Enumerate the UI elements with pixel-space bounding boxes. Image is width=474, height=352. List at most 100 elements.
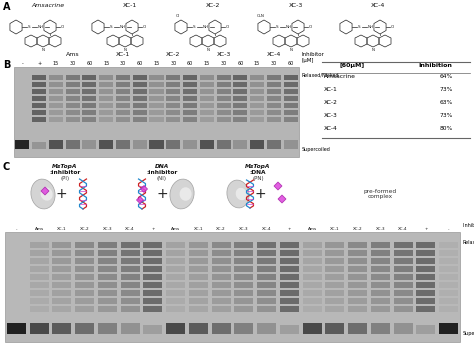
- Bar: [82, 89, 97, 94]
- Bar: [120, 242, 140, 248]
- Bar: [82, 140, 97, 149]
- Bar: [183, 96, 197, 101]
- Bar: [283, 140, 298, 149]
- Text: 30: 30: [271, 61, 277, 66]
- Bar: [166, 96, 180, 101]
- Bar: [325, 242, 345, 248]
- Bar: [29, 306, 49, 312]
- Bar: [143, 242, 163, 248]
- Bar: [371, 323, 390, 334]
- Text: XC-4: XC-4: [267, 52, 281, 57]
- Bar: [257, 258, 276, 264]
- Bar: [149, 82, 164, 87]
- Bar: [371, 266, 390, 272]
- Bar: [75, 242, 94, 248]
- Text: C: C: [3, 162, 10, 172]
- Bar: [250, 117, 264, 122]
- Bar: [233, 96, 247, 101]
- Bar: [302, 290, 322, 296]
- Text: XC-3: XC-3: [375, 227, 385, 231]
- Text: O: O: [226, 25, 229, 29]
- Bar: [29, 242, 49, 248]
- Bar: [234, 274, 254, 280]
- Bar: [143, 282, 163, 288]
- Bar: [250, 96, 264, 101]
- Bar: [52, 242, 72, 248]
- Bar: [280, 306, 299, 312]
- Bar: [166, 140, 180, 149]
- Bar: [325, 250, 345, 256]
- Text: O: O: [309, 25, 312, 29]
- Bar: [302, 306, 322, 312]
- Bar: [5, 232, 460, 342]
- Text: 73%: 73%: [439, 87, 453, 92]
- Bar: [348, 290, 367, 296]
- Text: 30: 30: [120, 61, 126, 66]
- Text: S: S: [28, 25, 31, 29]
- Bar: [267, 110, 281, 115]
- Text: N: N: [372, 48, 374, 52]
- Bar: [98, 258, 117, 264]
- Bar: [75, 282, 94, 288]
- Text: (PI): (PI): [61, 176, 70, 181]
- Text: XC-2: XC-2: [80, 227, 90, 231]
- Ellipse shape: [170, 179, 194, 209]
- Bar: [302, 250, 322, 256]
- Bar: [116, 89, 130, 94]
- Bar: [116, 82, 130, 87]
- Bar: [234, 306, 254, 312]
- Bar: [32, 89, 46, 94]
- Bar: [234, 250, 254, 256]
- Bar: [416, 290, 436, 296]
- Text: XC-3: XC-3: [239, 227, 249, 231]
- Bar: [32, 75, 46, 80]
- Bar: [32, 110, 46, 115]
- Bar: [200, 103, 214, 108]
- Bar: [166, 290, 185, 296]
- Bar: [257, 266, 276, 272]
- Text: :DNA: :DNA: [250, 170, 266, 175]
- Bar: [149, 140, 164, 149]
- Text: [μM]: [μM]: [302, 58, 315, 63]
- Text: XC-3: XC-3: [289, 3, 303, 8]
- Bar: [166, 282, 185, 288]
- Text: XC-2: XC-2: [206, 3, 220, 8]
- Bar: [280, 325, 299, 334]
- Bar: [116, 140, 130, 149]
- Bar: [257, 274, 276, 280]
- Text: NH: NH: [120, 25, 126, 29]
- Bar: [183, 75, 197, 80]
- Bar: [371, 290, 390, 296]
- Text: XC-1: XC-1: [57, 227, 67, 231]
- Bar: [211, 323, 231, 334]
- Bar: [52, 298, 72, 304]
- Text: XC-1: XC-1: [193, 227, 203, 231]
- Bar: [29, 258, 49, 264]
- Bar: [257, 290, 276, 296]
- Text: O₂N: O₂N: [257, 14, 265, 18]
- Bar: [280, 298, 299, 304]
- Text: 60: 60: [237, 61, 244, 66]
- Text: Ams: Ams: [35, 227, 44, 231]
- Bar: [439, 282, 458, 288]
- Bar: [267, 103, 281, 108]
- Bar: [348, 282, 367, 288]
- Bar: [211, 274, 231, 280]
- Bar: [149, 110, 164, 115]
- Text: Supercoiled: Supercoiled: [463, 332, 474, 337]
- Text: +: +: [424, 227, 428, 231]
- Bar: [200, 96, 214, 101]
- Bar: [393, 266, 413, 272]
- Bar: [189, 282, 208, 288]
- Bar: [166, 266, 185, 272]
- Bar: [217, 110, 230, 115]
- Bar: [65, 117, 80, 122]
- Text: (NI): (NI): [157, 176, 167, 181]
- Bar: [439, 323, 458, 334]
- Bar: [120, 290, 140, 296]
- Bar: [211, 266, 231, 272]
- Bar: [211, 242, 231, 248]
- Text: Amsacrine: Amsacrine: [31, 3, 64, 8]
- Text: Amsacrine: Amsacrine: [324, 74, 356, 79]
- Bar: [7, 323, 26, 334]
